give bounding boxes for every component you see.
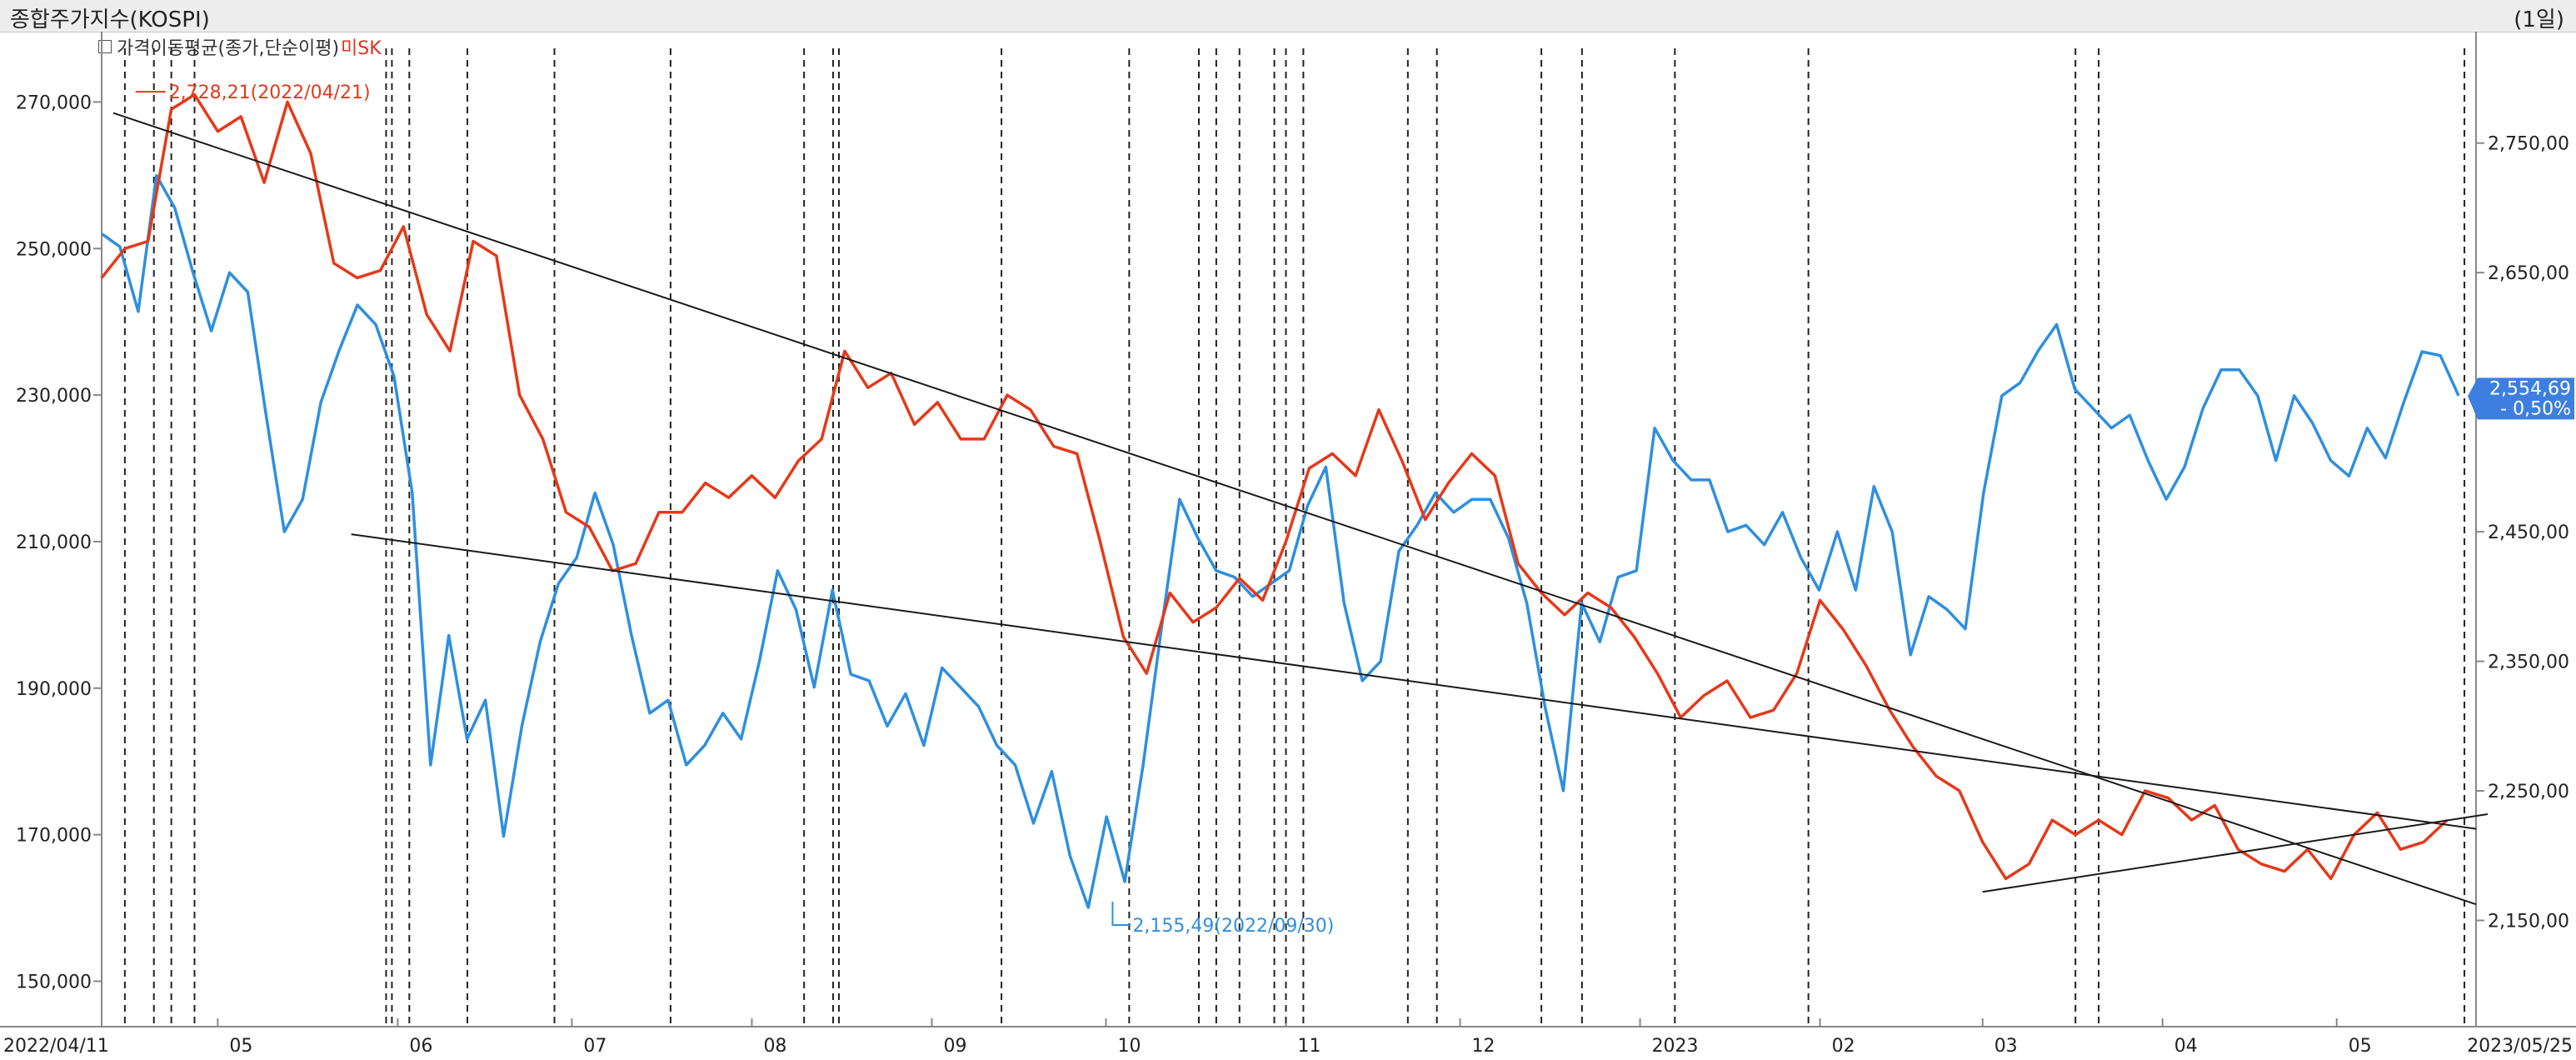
left-tick-label: 270,000	[16, 92, 92, 113]
x-tick-label: 02	[1832, 1036, 1855, 1057]
trend-lower-line	[351, 533, 2477, 830]
chart-title: 종합주가지수(KOSPI)	[10, 8, 210, 32]
right-tick-label: 2,150,00	[2488, 912, 2569, 932]
left-tick-label: 150,000	[16, 972, 92, 992]
left-tick-label: 250,000	[16, 239, 92, 260]
left-tick-label: 170,000	[16, 826, 92, 847]
x-tick-label: 07	[583, 1036, 607, 1057]
period-label: (1일)	[2514, 8, 2564, 32]
right-tick-label: 2,250,00	[2488, 782, 2569, 802]
min-annotation: 2,155,49(2022/09/30)	[1132, 916, 1334, 937]
legend-marker: 미SK	[341, 38, 382, 59]
left-tick-label: 230,000	[16, 386, 92, 407]
right-tick-label: 2,350,00	[2488, 652, 2569, 673]
x-tick-label: 06	[409, 1036, 432, 1057]
title-bar: 종합주가지수(KOSPI) (1일)	[0, 0, 2576, 32]
left-tick-label: 190,000	[16, 679, 92, 700]
last-price-badge	[2468, 378, 2574, 420]
x-tick-label: 2022/04/11	[3, 1036, 109, 1057]
right-tick-label: 2,450,00	[2488, 522, 2569, 543]
trend-upper-line	[112, 112, 2477, 906]
left-tick-label: 210,000	[16, 532, 92, 553]
sk-line	[100, 92, 2449, 881]
right-tick-label: 2,650,00	[2488, 263, 2569, 284]
right-tick-label: 2,750,00	[2488, 134, 2569, 155]
max-annotation: 2,728,21(2022/04/21)	[169, 82, 371, 103]
x-tick-label: 05	[2349, 1036, 2372, 1057]
x-tick-label: 04	[2174, 1036, 2198, 1057]
last-price-change: - 0,50%	[2500, 398, 2571, 419]
x-tick-label: 2023/05/25	[2467, 1036, 2573, 1057]
trend-support-line	[1982, 813, 2489, 893]
x-tick-label: 11	[1298, 1036, 1321, 1057]
x-tick-label: 03	[1994, 1036, 2018, 1057]
x-tick-label: 05	[229, 1036, 252, 1057]
x-tick-label: 09	[943, 1036, 966, 1057]
kospi-line	[100, 173, 2460, 909]
min-marker	[1111, 901, 1131, 926]
x-tick-label: 2023	[1652, 1036, 1699, 1057]
x-tick-label: 12	[1472, 1036, 1495, 1057]
x-tick-label: 10	[1118, 1036, 1141, 1057]
x-tick-label: 08	[763, 1036, 786, 1057]
last-price-value: 2,554,69	[2489, 378, 2571, 399]
